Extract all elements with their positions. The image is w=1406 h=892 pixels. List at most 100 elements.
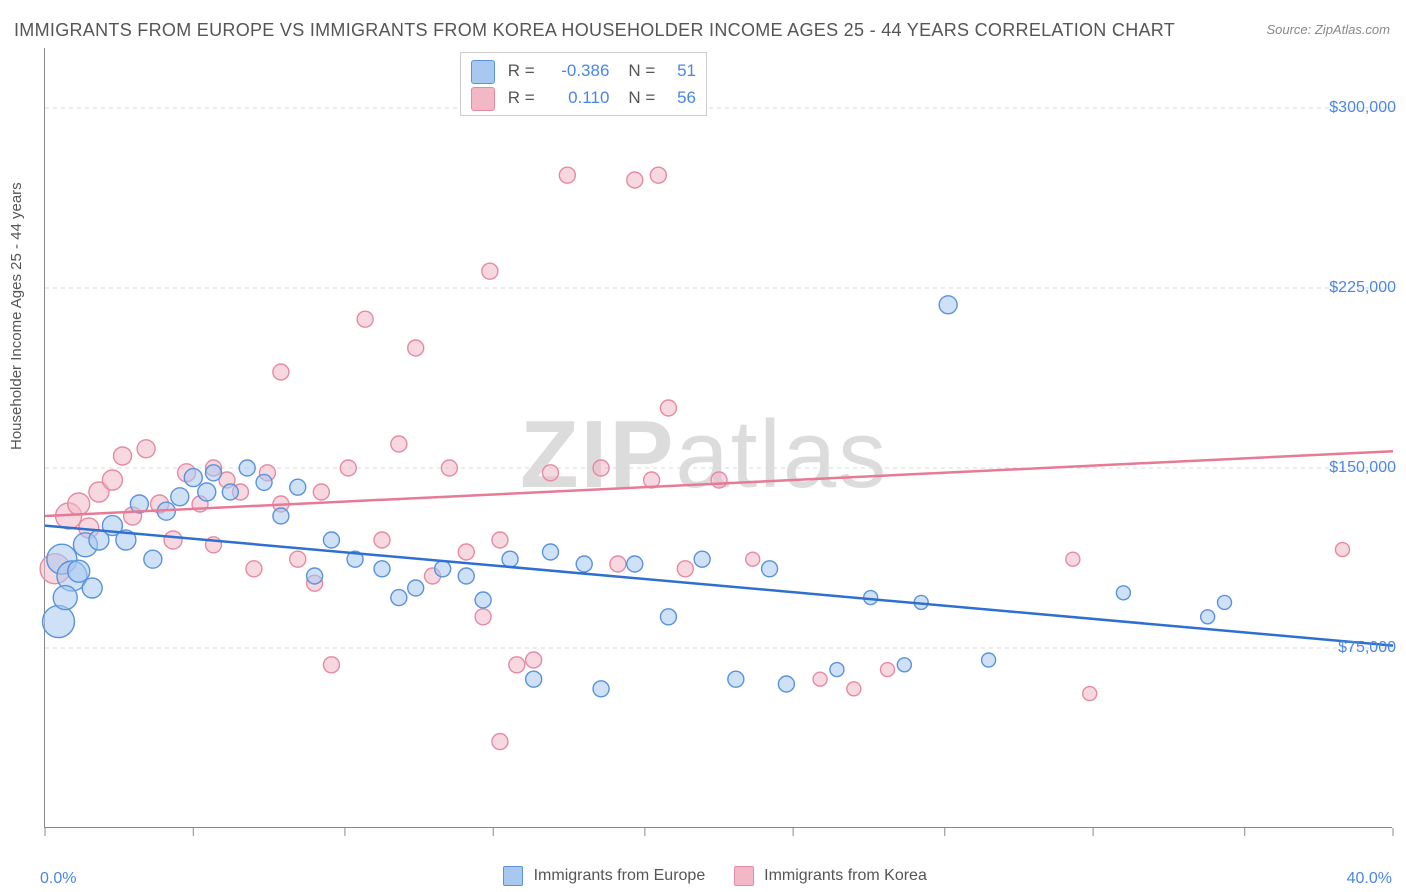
data-point <box>290 479 306 495</box>
legend-R-europe: -0.386 <box>539 57 609 84</box>
data-point <box>502 551 518 567</box>
data-point <box>813 672 827 686</box>
data-point <box>650 167 666 183</box>
data-point <box>435 561 451 577</box>
y-tick-label: $75,000 <box>1338 639 1396 657</box>
data-point <box>746 552 760 566</box>
data-point <box>256 474 272 490</box>
source-link[interactable]: ZipAtlas.com <box>1315 22 1390 37</box>
data-point <box>273 364 289 380</box>
data-point <box>559 167 575 183</box>
trend-line <box>45 526 1393 646</box>
data-point <box>778 676 794 692</box>
legend-N-europe: 51 <box>660 57 696 84</box>
plot-area <box>44 48 1392 828</box>
legend-R-label: R = <box>508 88 535 107</box>
data-point <box>627 556 643 572</box>
data-point <box>68 493 90 515</box>
series-legend: Immigrants from Europe Immigrants from K… <box>0 866 1406 886</box>
data-point <box>576 556 592 572</box>
data-point <box>391 590 407 606</box>
data-point <box>982 653 996 667</box>
data-point <box>458 544 474 560</box>
data-point <box>391 436 407 452</box>
scatter-svg <box>45 48 1392 827</box>
data-point <box>68 560 90 582</box>
data-point <box>627 172 643 188</box>
chart-title: IMMIGRANTS FROM EUROPE VS IMMIGRANTS FRO… <box>14 20 1175 41</box>
source-prefix: Source: <box>1266 22 1314 37</box>
correlation-legend-row-korea: R = 0.110 N = 56 <box>471 84 696 111</box>
legend-swatch-europe <box>471 60 495 84</box>
data-point <box>728 671 744 687</box>
correlation-legend-row-europe: R = -0.386 N = 51 <box>471 57 696 84</box>
data-point <box>526 652 542 668</box>
data-point <box>711 472 727 488</box>
data-point <box>340 460 356 476</box>
data-point <box>164 531 182 549</box>
data-point <box>830 663 844 677</box>
data-point <box>273 508 289 524</box>
data-point <box>290 551 306 567</box>
data-point <box>323 532 339 548</box>
data-point <box>543 544 559 560</box>
data-point <box>246 561 262 577</box>
source-attribution: Source: ZipAtlas.com <box>1266 22 1390 37</box>
data-point <box>374 561 390 577</box>
data-point <box>184 469 202 487</box>
correlation-legend: R = -0.386 N = 51 R = 0.110 N = 56 <box>460 52 707 116</box>
data-point <box>482 263 498 279</box>
data-point <box>593 681 609 697</box>
data-point <box>82 578 102 598</box>
data-point <box>610 556 626 572</box>
data-point <box>323 657 339 673</box>
series-label-europe: Immigrants from Europe <box>534 867 706 884</box>
data-point <box>660 400 676 416</box>
legend-swatch-korea <box>471 87 495 111</box>
data-point <box>357 311 373 327</box>
data-point <box>694 551 710 567</box>
data-point <box>408 580 424 596</box>
data-point <box>171 488 189 506</box>
data-point <box>441 460 457 476</box>
data-point <box>53 586 77 610</box>
data-point <box>492 734 508 750</box>
series-label-korea: Immigrants from Korea <box>764 867 927 884</box>
data-point <box>475 592 491 608</box>
data-point <box>408 340 424 356</box>
legend-N-label: N = <box>628 61 655 80</box>
data-point <box>881 663 895 677</box>
data-point <box>144 550 162 568</box>
data-point <box>458 568 474 584</box>
data-point <box>1201 610 1215 624</box>
data-point <box>847 682 861 696</box>
data-point <box>198 483 216 501</box>
data-point <box>475 609 491 625</box>
data-point <box>313 484 329 500</box>
data-point <box>1116 586 1130 600</box>
data-point <box>677 561 693 577</box>
y-tick-label: $300,000 <box>1329 99 1396 117</box>
data-point <box>897 658 911 672</box>
data-point <box>1066 552 1080 566</box>
series-swatch-korea <box>734 866 754 886</box>
data-point <box>526 671 542 687</box>
legend-N-korea: 56 <box>660 84 696 111</box>
data-point <box>239 460 255 476</box>
y-tick-label: $150,000 <box>1329 459 1396 477</box>
legend-R-label: R = <box>508 61 535 80</box>
y-tick-label: $225,000 <box>1329 279 1396 297</box>
data-point <box>206 465 222 481</box>
data-point <box>137 440 155 458</box>
data-point <box>509 657 525 673</box>
data-point <box>222 484 238 500</box>
data-point <box>114 447 132 465</box>
data-point <box>1335 543 1349 557</box>
data-point <box>492 532 508 548</box>
data-point <box>543 465 559 481</box>
data-point <box>42 606 74 638</box>
y-axis-label: Householder Income Ages 25 - 44 years <box>8 182 25 450</box>
data-point <box>102 470 122 490</box>
series-swatch-europe <box>503 866 523 886</box>
data-point <box>762 561 778 577</box>
